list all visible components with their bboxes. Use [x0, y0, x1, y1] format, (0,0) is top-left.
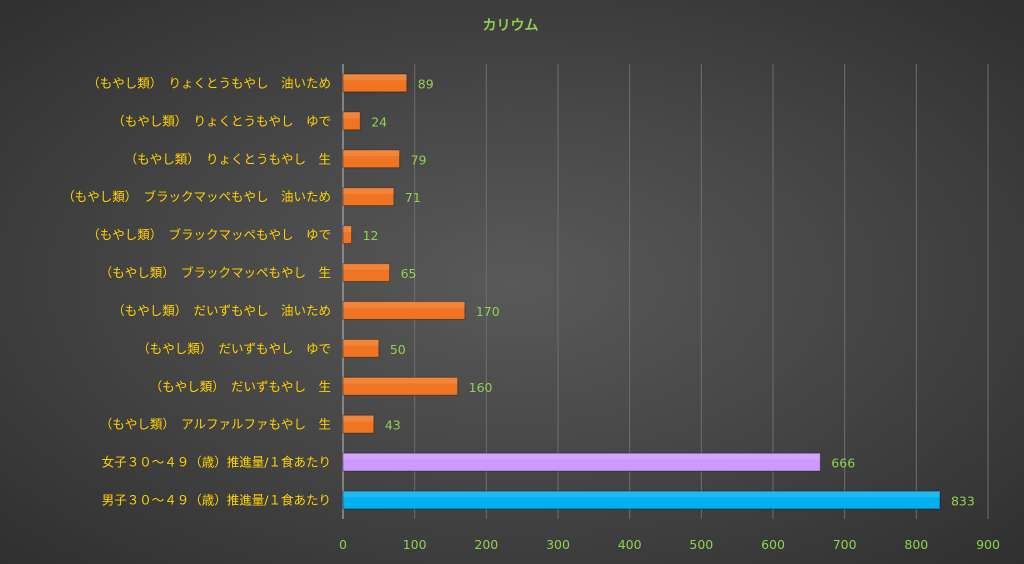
x-tick-label: 200 [474, 537, 498, 552]
bar [342, 225, 353, 245]
data-label: 71 [405, 190, 421, 205]
category-label: （もやし類） りょくとうもやし 油いため [87, 75, 331, 90]
category-label: （もやし類） りょくとうもやし 生 [125, 151, 331, 166]
category-label: （もやし類） ブラックマッペもやし 生 [100, 265, 331, 280]
labels: 0 100 200 300 400 500 600 700 800 900 （もやし類） りょくとう… [62, 75, 1000, 552]
x-tick-label: 500 [689, 537, 713, 552]
x-tick-label: 300 [546, 537, 570, 552]
data-label: 833 [951, 494, 975, 509]
data-label: 24 [371, 114, 387, 129]
x-tick-label: 0 [339, 537, 347, 552]
bar-highlight [343, 187, 394, 195]
category-label: 女子３０～４９（歳）推進量/１食あたり [102, 455, 331, 470]
bar-highlight [343, 415, 374, 422]
x-tick-label: 100 [403, 537, 427, 552]
bar [342, 414, 375, 434]
category-label: （もやし類） ブラックマッペもやし 油いため [62, 189, 331, 204]
data-label: 50 [390, 342, 406, 357]
bar-highlight [343, 377, 458, 384]
x-tick-label: 400 [618, 537, 642, 552]
category-label: 男子３０～４９（歳）推進量/１食あたり [102, 493, 331, 508]
bar-highlight [343, 491, 940, 498]
category-label: （もやし類） ブラックマッペもやし ゆで [87, 227, 331, 242]
data-label: 89 [418, 76, 434, 91]
data-label: 170 [476, 304, 500, 319]
category-label: （もやし類） だいずもやし 生 [150, 379, 331, 394]
bar-highlight [343, 263, 390, 270]
bar-highlight [343, 74, 407, 81]
bar [342, 149, 401, 169]
x-tick-label: 700 [833, 537, 857, 552]
bar [342, 263, 391, 282]
bar-highlight [343, 111, 361, 119]
x-tick-label: 600 [761, 537, 785, 552]
data-label: 12 [363, 228, 379, 243]
category-label: （もやし類） りょくとうもやし ゆで [112, 113, 331, 128]
bar [342, 187, 395, 207]
bar [342, 301, 466, 320]
bar-highlight [343, 301, 465, 308]
bars [342, 73, 941, 510]
data-label: 43 [385, 418, 401, 433]
data-label: 666 [831, 456, 855, 471]
x-tick-label: 800 [904, 537, 928, 552]
bar [342, 452, 821, 472]
bar-highlight [343, 149, 400, 157]
category-label: （もやし類） だいずもやし ゆで [137, 341, 331, 356]
bar [342, 338, 380, 358]
data-label: 160 [469, 380, 493, 395]
bar-highlight [343, 339, 379, 346]
bar [342, 490, 941, 510]
gridlines [414, 64, 989, 519]
bar-highlight [343, 453, 821, 460]
chart-title: カリウム [483, 18, 539, 34]
data-label: 79 [411, 152, 427, 167]
bar [342, 376, 459, 396]
x-tick-label: 900 [976, 537, 1000, 552]
bar [342, 111, 361, 131]
data-label: 65 [401, 266, 417, 281]
category-label: （もやし類） だいずもやし 油いため [112, 303, 331, 318]
category-label: （もやし類） アルファルファもやし 生 [100, 417, 331, 432]
bar [342, 73, 408, 93]
bar-highlight [343, 225, 352, 232]
